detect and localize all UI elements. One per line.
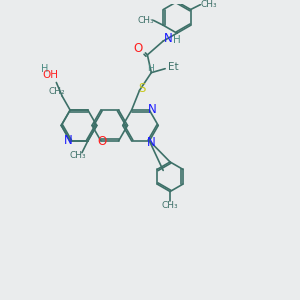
Text: CH₂: CH₂ — [49, 87, 66, 96]
Text: H: H — [173, 35, 181, 45]
Text: S: S — [138, 82, 145, 95]
Text: N: N — [64, 134, 73, 147]
Text: Et: Et — [168, 62, 178, 72]
Text: OH: OH — [42, 70, 58, 80]
Text: CH₃: CH₃ — [70, 151, 86, 160]
Text: O: O — [97, 135, 106, 148]
Text: CH₃: CH₃ — [137, 16, 154, 25]
Text: CH₃: CH₃ — [162, 201, 178, 210]
Text: O: O — [133, 43, 142, 56]
Text: H: H — [147, 64, 154, 73]
Text: N: N — [164, 32, 172, 45]
Text: N: N — [148, 103, 157, 116]
Text: N: N — [147, 136, 156, 149]
Text: CH₃: CH₃ — [200, 0, 217, 9]
Text: H: H — [41, 64, 48, 74]
